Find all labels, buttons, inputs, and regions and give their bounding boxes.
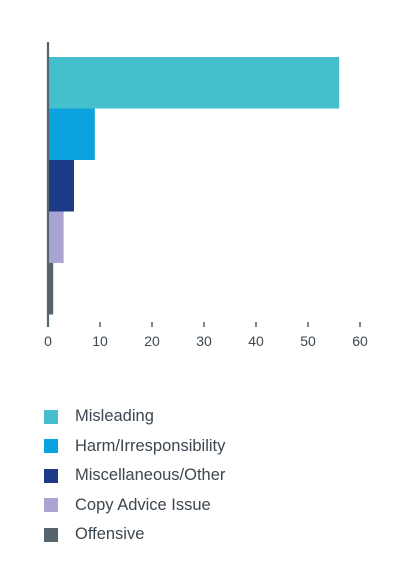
legend-label-offensive: Offensive (75, 525, 145, 544)
legend-swatch-copy-advice-issue (44, 498, 58, 513)
legend-item-copy-advice-issue: Copy Advice Issue (44, 491, 225, 521)
bar-chart: 0 10 20 30 40 50 60 (44, 42, 368, 349)
legend-item-miscellaneous-other: Miscellaneous/Other (44, 461, 225, 491)
legend-label-harm-irresponsibility: Harm/Irresponsibility (75, 436, 226, 455)
bar-miscellaneous-other (48, 160, 74, 212)
legend-item-harm-irresponsibility: Harm/Irresponsibility (44, 432, 225, 462)
x-tick-label-20: 20 (144, 333, 160, 349)
legend-item-offensive: Offensive (44, 520, 225, 550)
legend-swatch-offensive (44, 527, 58, 542)
x-tick-label-60: 60 (352, 333, 368, 349)
x-tick-label-40: 40 (248, 333, 264, 349)
bar-offensive (48, 263, 54, 315)
legend-swatch-harm-irresponsibility (44, 439, 58, 454)
legend-label-miscellaneous-other: Miscellaneous/Other (75, 466, 226, 485)
x-tick-label-0: 0 (44, 333, 52, 349)
legend-label-copy-advice-issue: Copy Advice Issue (75, 495, 211, 514)
legend-swatch-miscellaneous-other (44, 468, 58, 483)
bar-misleading (48, 57, 340, 109)
x-tick-label-50: 50 (300, 333, 316, 349)
x-tick-label-30: 30 (196, 333, 212, 349)
x-tick-label-10: 10 (92, 333, 108, 349)
bar-harm-irresponsibility (48, 108, 95, 160)
legend-swatch-misleading (44, 409, 58, 424)
chart-legend: Misleading Harm/Irresponsibility Miscell… (44, 402, 225, 550)
legend-label-misleading: Misleading (75, 407, 154, 426)
legend-item-misleading: Misleading (44, 402, 225, 432)
bar-copy-advice-issue (48, 211, 64, 263)
